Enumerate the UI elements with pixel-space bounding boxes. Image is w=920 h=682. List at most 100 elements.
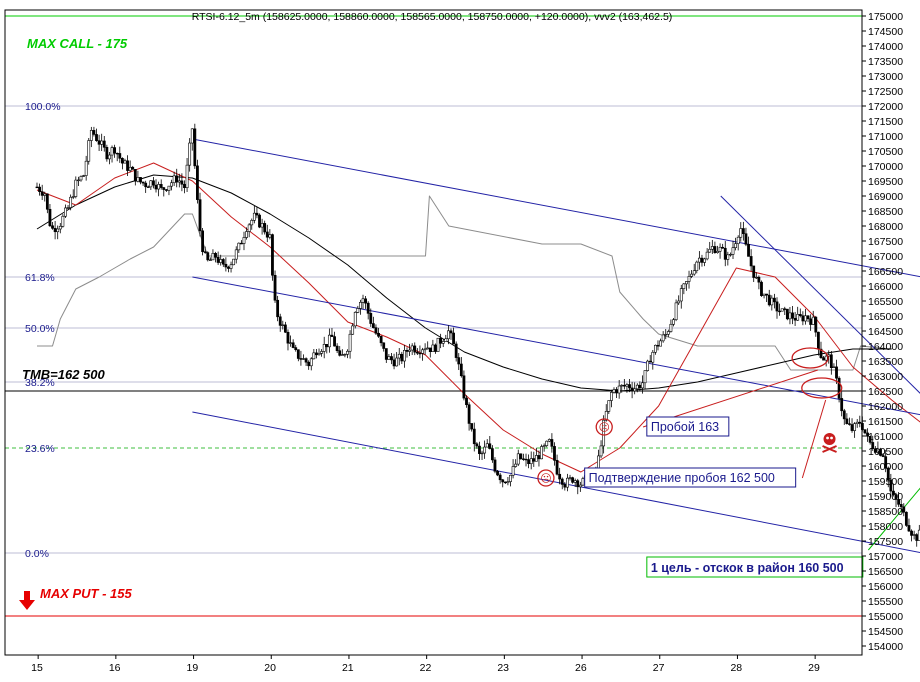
candle-body	[661, 334, 665, 342]
candle-body	[400, 353, 404, 362]
candle-body	[716, 250, 719, 253]
candle-body	[881, 455, 885, 457]
y-tick-label: 166500	[868, 266, 903, 278]
candle-body	[848, 423, 851, 425]
candle-body	[734, 243, 738, 248]
annotation-box	[646, 556, 864, 578]
candle-body	[729, 254, 732, 256]
candle-body	[726, 254, 730, 260]
candle-body	[527, 459, 531, 465]
candle-body	[294, 347, 298, 351]
candle-body	[374, 327, 378, 334]
candle-body	[84, 160, 88, 176]
candle-body	[739, 228, 743, 238]
candle-body	[545, 440, 549, 446]
candle-body	[61, 215, 65, 227]
candle-body	[299, 358, 303, 360]
candle-body	[540, 446, 543, 460]
candle-body	[553, 446, 556, 461]
y-tick-label: 169500	[868, 176, 903, 188]
x-tick-label: 19	[187, 662, 199, 674]
y-tick-label: 172500	[868, 86, 903, 98]
y-tick-label: 157500	[868, 536, 903, 548]
y-tick-label: 158500	[868, 506, 903, 518]
candle-body	[503, 481, 507, 484]
candle-body	[454, 343, 458, 358]
candle-body	[193, 128, 197, 167]
y-tick-label: 160500	[868, 446, 903, 458]
y-tick-label: 165500	[868, 296, 903, 308]
candle-body	[664, 333, 668, 336]
candle-body	[214, 253, 217, 258]
candle-body	[312, 352, 316, 360]
y-tick-label: 162000	[868, 401, 903, 413]
candle-body	[780, 308, 784, 312]
candle-body	[271, 234, 274, 276]
candle-body	[413, 345, 417, 353]
candle-body	[653, 344, 657, 353]
y-tick-label: 163500	[868, 356, 903, 368]
candle-body	[915, 534, 919, 541]
sad-face-icon	[537, 469, 555, 487]
candle-body	[770, 297, 774, 306]
y-tick-label: 155500	[868, 596, 903, 608]
candle-body	[190, 128, 194, 144]
candle-body	[317, 353, 321, 356]
candle-body	[892, 490, 895, 495]
candle-body	[390, 356, 393, 361]
candle-body	[206, 252, 210, 261]
x-tick-label: 22	[420, 662, 432, 674]
candle-body	[894, 494, 898, 500]
candle-body	[876, 448, 880, 453]
candle-body	[183, 183, 186, 189]
candle-body	[866, 432, 869, 437]
candle-body	[247, 224, 251, 232]
candle-body	[40, 191, 44, 196]
candle-body	[343, 353, 347, 356]
candle-body	[524, 458, 528, 461]
y-tick-label: 154500	[868, 626, 903, 638]
candle-body	[51, 225, 54, 229]
candle-body	[604, 411, 608, 421]
candle-body	[555, 460, 559, 475]
candle-body	[690, 273, 694, 277]
candle-body	[38, 186, 41, 192]
y-tick-label: 169000	[868, 191, 903, 203]
candle-body	[258, 214, 261, 228]
candle-body	[102, 140, 106, 148]
candle-body	[762, 293, 766, 296]
candle-body	[219, 259, 223, 263]
candle-body	[146, 186, 150, 188]
candle-body	[819, 348, 823, 358]
candle-body	[581, 478, 585, 486]
candle-body	[829, 354, 833, 368]
candle-body	[576, 480, 580, 488]
candle-body	[568, 477, 572, 479]
y-tick-label: 159000	[868, 491, 903, 503]
candle-body	[873, 448, 877, 453]
candle-body	[798, 313, 802, 317]
candle-body	[446, 330, 450, 340]
breakout-ellipse	[791, 347, 829, 369]
candle-body	[868, 436, 872, 443]
candle-body	[175, 175, 179, 183]
candle-body	[532, 458, 536, 462]
candle-body	[687, 276, 691, 282]
crossbones	[822, 445, 837, 453]
candle-body	[340, 354, 344, 356]
candle-body	[721, 246, 725, 249]
chart-title: RTSI-6.12_5m (158625.0000, 158860.0000, …	[192, 11, 673, 23]
x-tick-label: 27	[653, 662, 665, 674]
candle-body	[278, 316, 282, 326]
candle-body	[322, 344, 326, 352]
target-line	[868, 487, 920, 551]
candle-body	[765, 293, 769, 296]
candle-body	[382, 342, 386, 349]
y-tick-label: 167000	[868, 251, 903, 263]
candle-body	[573, 480, 577, 483]
candle-body	[793, 317, 797, 321]
candle-body	[291, 342, 295, 348]
x-tick-label: 21	[342, 662, 354, 674]
candle-body	[547, 439, 551, 442]
